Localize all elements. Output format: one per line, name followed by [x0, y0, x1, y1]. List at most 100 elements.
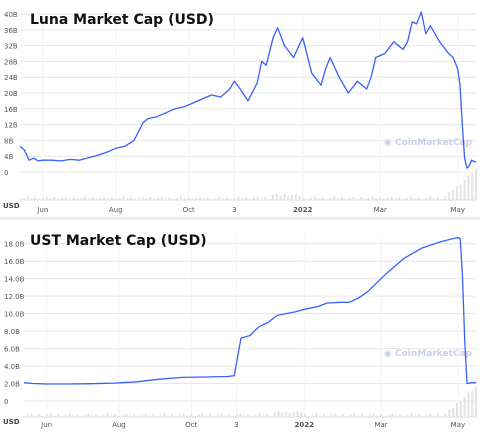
volume-bar: [456, 403, 459, 417]
volume-bar: [212, 416, 215, 417]
volume-bar: [406, 414, 409, 417]
volume-bar: [103, 196, 106, 200]
volume-bar: [433, 415, 436, 417]
y-tick-label: 16.0B: [4, 258, 25, 266]
volume-bar: [357, 415, 360, 417]
volume-bar: [325, 199, 328, 200]
volume-bar: [394, 198, 397, 200]
volume-bar: [390, 196, 393, 200]
volume-bar: [38, 414, 41, 417]
volume-bar: [118, 197, 121, 200]
volume-bar: [364, 416, 367, 417]
volume-bar: [333, 196, 336, 200]
volume-bar: [229, 199, 232, 200]
volume-bar: [258, 413, 261, 417]
volume-bar: [38, 199, 41, 200]
volume-bar: [421, 199, 424, 200]
volume-bar: [57, 414, 60, 417]
volume-bar: [22, 197, 25, 200]
volume-bar: [288, 413, 291, 417]
volume-bar: [281, 412, 284, 417]
volume-bar: [95, 414, 98, 417]
volume-bar: [137, 197, 140, 200]
panel-divider: [0, 217, 480, 220]
volume-bar: [210, 199, 213, 200]
volume-bar: [68, 198, 71, 200]
y-tick-label: 32B: [4, 43, 18, 51]
volume-bar: [440, 416, 443, 417]
volume-bar: [218, 196, 221, 200]
volume-bar: [140, 414, 143, 417]
volume-bar: [41, 197, 44, 200]
volume-bar: [91, 415, 94, 417]
y-tick-label: 36B: [4, 27, 18, 35]
volume-bar: [79, 416, 82, 417]
volume-bar: [106, 413, 109, 417]
volume-bar: [206, 197, 209, 200]
volume-bar: [187, 197, 190, 200]
chart-title: UST Market Cap (USD): [30, 233, 207, 249]
volume-bar: [444, 196, 447, 200]
volume-bar: [429, 196, 432, 200]
volume-bar: [133, 414, 136, 417]
volume-bar: [340, 197, 343, 200]
volume-bar: [176, 197, 179, 200]
volume-bar: [329, 197, 332, 200]
y-tick-label: 10.0B: [4, 311, 25, 319]
ust-chart-svg: 0 2.0B 4.0B 6.0B 8.0B 10.0B 12.0B 14.0B 16.0B 18.…: [3, 235, 477, 429]
volume-bar: [363, 199, 366, 200]
volume-bar: [279, 195, 282, 200]
x-tick-label: Oct: [183, 206, 195, 214]
x-tick-label: Jun: [36, 206, 48, 214]
y-tick-label: 28B: [4, 58, 18, 66]
y-tick-label: 12.0B: [4, 293, 25, 301]
volume-bar: [60, 416, 63, 417]
volume-bar: [195, 197, 198, 200]
volume-bar: [117, 416, 120, 417]
volume-bar: [233, 197, 236, 200]
volume-bar: [61, 197, 64, 200]
volume-bar: [330, 414, 333, 417]
volume-bar: [197, 414, 200, 417]
y-tick-label: 0: [4, 398, 8, 406]
volume-bar: [243, 415, 246, 417]
volume-bar: [409, 196, 412, 200]
volume-bar: [463, 179, 466, 200]
volume-bar: [338, 415, 341, 417]
volume-bar: [386, 197, 389, 200]
volume-bar: [141, 196, 144, 200]
x-tick-label: Jun: [40, 421, 52, 429]
volume-bar: [391, 413, 394, 417]
chart-title: Luna Market Cap (USD): [30, 12, 214, 28]
volume-bar: [30, 198, 33, 200]
volume-bar: [264, 197, 267, 200]
volume-bar: [353, 413, 356, 417]
y-tick-label: 12B: [4, 122, 18, 130]
y-tick-label: 40B: [4, 11, 18, 19]
volume-bar: [149, 197, 152, 200]
volume-bar: [271, 194, 274, 200]
volume-bar: [275, 193, 278, 200]
volume-bar: [348, 197, 351, 200]
volume-bar: [304, 414, 307, 417]
volume-bar: [314, 196, 317, 200]
volume-bar: [268, 199, 271, 200]
volume-bar: [337, 198, 340, 200]
volume-bar: [163, 413, 166, 417]
volume-bar: [87, 198, 90, 200]
volume-bar: [425, 414, 428, 417]
volume-bar: [26, 414, 29, 417]
volume-bar: [429, 413, 432, 417]
x-tick-label: May: [451, 206, 465, 214]
volume-bar: [287, 196, 290, 200]
volume-bar: [107, 198, 110, 200]
volume-bar: [91, 197, 94, 200]
x-tick-label: 2022: [293, 206, 313, 214]
volume-bar: [269, 416, 272, 417]
y-tick-label: 24B: [4, 74, 18, 82]
volume-bar: [172, 199, 175, 200]
volume-bar: [375, 198, 378, 200]
volume-bar: [87, 413, 90, 417]
volume-bar: [49, 198, 52, 200]
volume-bar: [49, 413, 52, 417]
